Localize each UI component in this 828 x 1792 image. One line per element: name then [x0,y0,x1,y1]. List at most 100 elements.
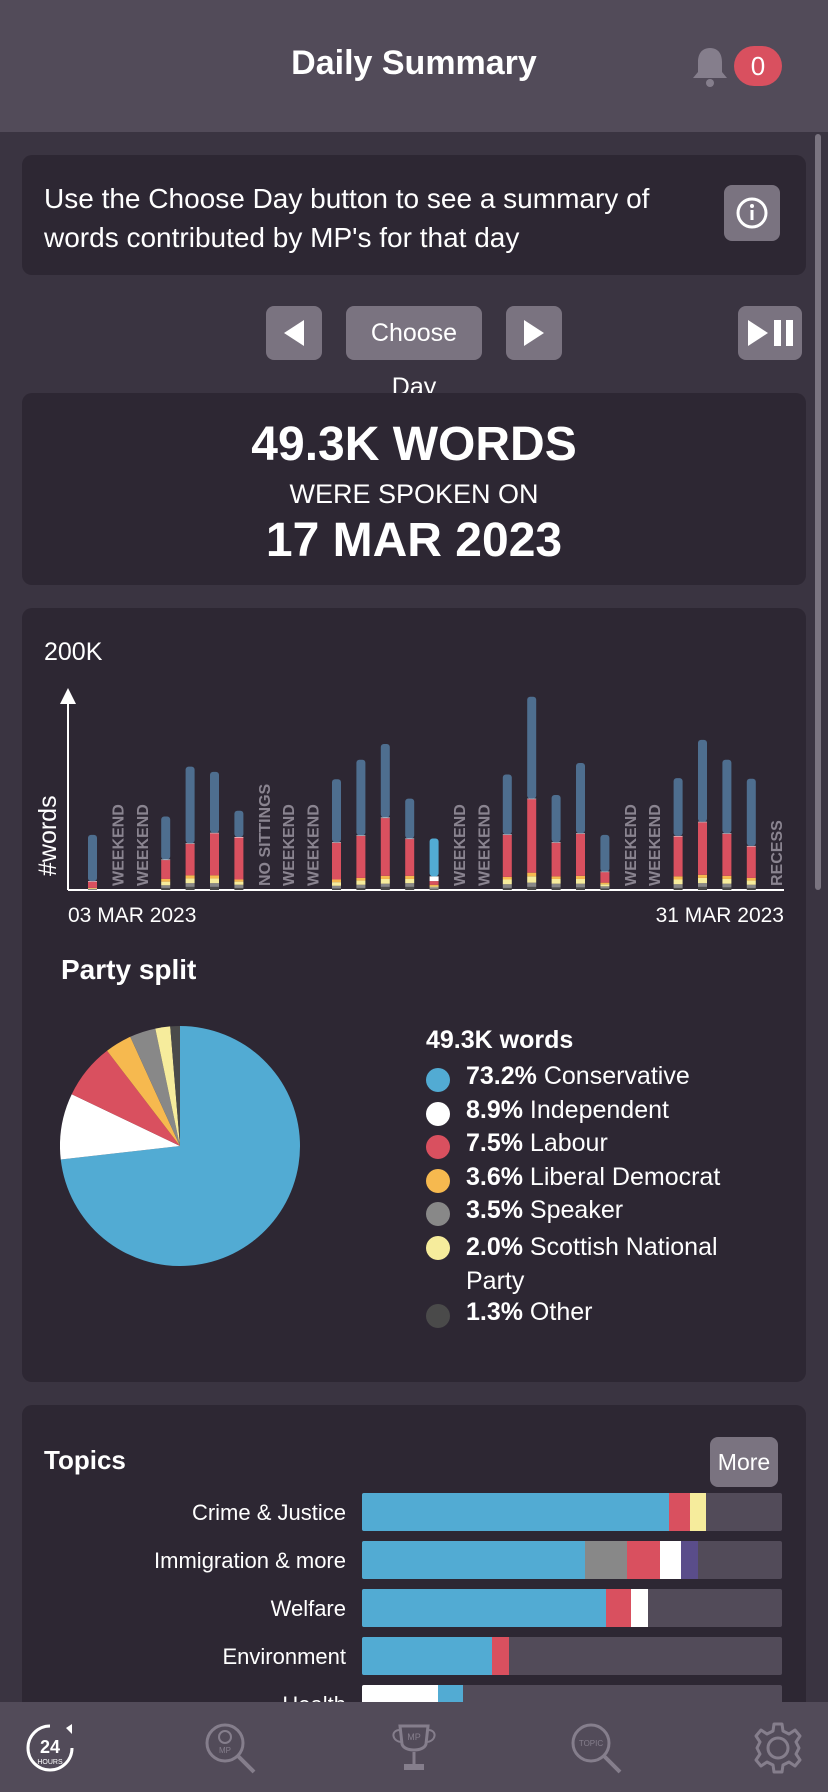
bar-segment[interactable] [673,778,683,836]
bar-segment[interactable] [527,798,537,800]
bar-segment[interactable] [698,822,707,875]
choose-day-button[interactable]: Choose Day [346,306,482,401]
bar-segment[interactable] [429,886,439,888]
bar-segment[interactable] [576,887,585,890]
bar-segment[interactable] [551,842,561,843]
bar-segment[interactable] [234,810,244,837]
bar-segment[interactable] [502,834,512,877]
topic-bar[interactable] [362,1493,782,1531]
topic-bar[interactable] [362,1541,782,1579]
bar-segment[interactable] [673,887,683,890]
bar-segment[interactable] [600,884,610,887]
bar-segment[interactable] [722,833,732,876]
bar-segment[interactable] [673,884,683,888]
bar-segment[interactable] [405,883,415,887]
bar-segment[interactable] [673,879,683,885]
bar-segment[interactable] [405,875,415,879]
bar-segment[interactable] [185,883,195,887]
bar-segment[interactable] [600,886,610,889]
bar-segment[interactable] [746,778,756,846]
bar-segment[interactable] [332,879,341,883]
pie-slice[interactable] [60,1026,300,1266]
bar-segment[interactable] [185,843,195,876]
bar-segment[interactable] [210,771,219,833]
bar-segment[interactable] [746,845,756,847]
mp-search-icon[interactable]: MP [202,1720,258,1776]
bar-segment[interactable] [576,833,585,876]
bar-segment[interactable] [429,838,439,877]
bar-segment[interactable] [429,889,439,890]
play-pause-button[interactable] [738,306,802,360]
bar-segment[interactable] [356,887,366,890]
more-topics-button[interactable]: More [710,1437,778,1487]
bar-segment[interactable] [722,875,732,879]
bar-segment[interactable] [746,880,756,885]
bar-segment[interactable] [673,836,683,877]
bar-segment[interactable] [380,817,390,819]
bar-segment[interactable] [234,881,244,885]
info-button[interactable] [724,185,780,241]
bar-segment[interactable] [88,888,97,889]
bar-segment[interactable] [600,872,610,883]
bar-segment[interactable] [502,834,512,835]
bar-segment[interactable] [576,875,585,879]
bell-icon[interactable] [690,44,730,88]
notification-badge[interactable]: 0 [734,46,782,86]
bar-segment[interactable] [722,887,732,890]
bar-segment[interactable] [332,842,341,880]
bar-segment[interactable] [551,878,561,884]
bar-segment[interactable] [502,884,512,888]
bar-segment[interactable] [161,887,171,890]
bar-segment[interactable] [161,881,171,886]
bar-segment[interactable] [746,887,756,890]
24-hours-icon[interactable]: 24 HOURS [22,1720,78,1776]
bar-segment[interactable] [429,881,439,885]
bar-segment[interactable] [332,888,341,890]
bar-segment[interactable] [380,875,390,879]
bar-segment[interactable] [502,879,512,885]
bar-segment[interactable] [210,832,219,834]
bar-segment[interactable] [698,874,707,878]
bar-segment[interactable] [356,880,366,885]
bar-segment[interactable] [722,833,732,834]
bar-segment[interactable] [429,887,439,890]
bar-segment[interactable] [698,886,707,890]
daily-words-bar-chart[interactable]: 200K #words WEEKEND WEEKEND NO SITTINGS WEEKE… [22,608,806,928]
bar-segment[interactable] [88,887,97,889]
bar-segment[interactable] [380,878,390,884]
bar-segment[interactable] [527,799,537,873]
pie-slice[interactable] [155,1026,180,1146]
mp-trophy-icon[interactable]: MP [386,1720,442,1776]
bar-segment[interactable] [502,887,512,890]
bar-segment[interactable] [746,884,756,888]
bar-segment[interactable] [429,876,439,882]
bar-segment[interactable] [405,839,415,876]
bar-segment[interactable] [551,876,561,879]
bar-segment[interactable] [185,875,195,879]
bar-segment[interactable] [88,881,97,882]
bar-segment[interactable] [405,878,415,884]
bar-segment[interactable] [405,838,415,840]
bar-segment[interactable] [185,878,195,884]
bar-segment[interactable] [576,833,585,834]
bar-segment[interactable] [527,876,537,883]
bar-segment[interactable] [673,835,683,837]
bar-segment[interactable] [380,883,390,887]
pie-slice[interactable] [107,1036,180,1146]
bar-segment[interactable] [746,846,756,878]
bar-segment[interactable] [356,877,366,881]
bar-segment[interactable] [551,887,561,890]
bar-segment[interactable] [210,883,219,887]
bar-segment[interactable] [88,888,97,890]
bar-segment[interactable] [722,759,732,834]
bar-segment[interactable] [210,875,219,879]
previous-day-button[interactable] [266,306,322,360]
bar-segment[interactable] [600,882,610,885]
pie-slice[interactable] [130,1028,180,1146]
bar-segment[interactable] [380,818,390,876]
bar-segment[interactable] [551,842,561,877]
bar-segment[interactable] [332,885,341,889]
bar-segment[interactable] [185,766,195,844]
bar-segment[interactable] [551,794,561,843]
bar-segment[interactable] [722,878,732,884]
